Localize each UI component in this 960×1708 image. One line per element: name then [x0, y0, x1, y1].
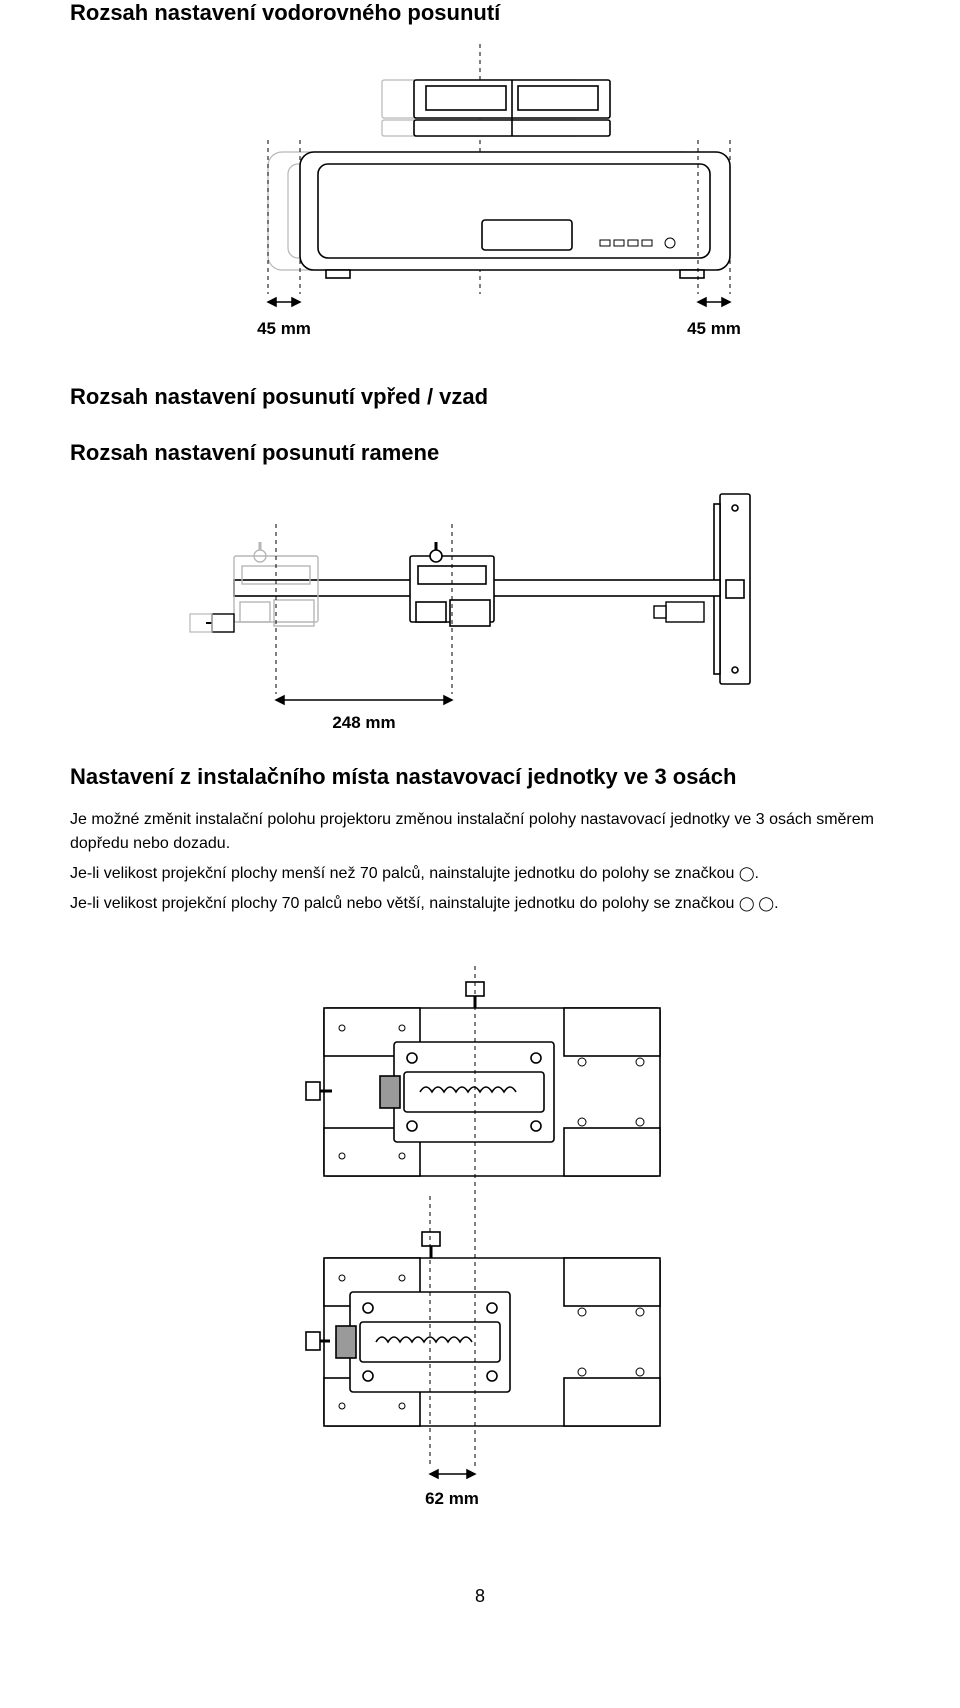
diagram-2-container: 248 mm — [70, 484, 890, 734]
double-circle-icon: ◯ ◯ — [739, 895, 774, 911]
section-1-title: Rozsah nastavení vodorovného posunutí — [70, 0, 890, 26]
page-number: 8 — [70, 1586, 890, 1607]
section-4-p3: Je-li velikost projekční plochy 70 palců… — [70, 892, 890, 916]
single-circle-icon: ◯ — [739, 865, 755, 881]
section-3-title: Rozsah nastavení posunutí ramene — [70, 440, 890, 466]
dim-left-label: 45 mm — [257, 319, 311, 338]
dim-right-label: 45 mm — [687, 319, 741, 338]
diagram-2: 248 mm — [160, 484, 800, 734]
diagram-3: 62 mm — [270, 946, 690, 1526]
diagram-3-container: 62 mm — [70, 946, 890, 1526]
dim-62mm-label: 62 mm — [425, 1489, 479, 1508]
diagram-1: 45 mm 45 mm — [200, 44, 760, 354]
dim-arm-label: 248 mm — [332, 713, 395, 732]
section-4-p1: Je možné změnit instalační polohu projek… — [70, 808, 890, 856]
section-4-title: Nastavení z instalačního místa nastavova… — [70, 764, 890, 790]
section-2-title: Rozsah nastavení posunutí vpřed / vzad — [70, 384, 890, 410]
diagram-1-container: 45 mm 45 mm — [70, 44, 890, 354]
section-4-p2: Je-li velikost projekční plochy menší ne… — [70, 862, 890, 886]
